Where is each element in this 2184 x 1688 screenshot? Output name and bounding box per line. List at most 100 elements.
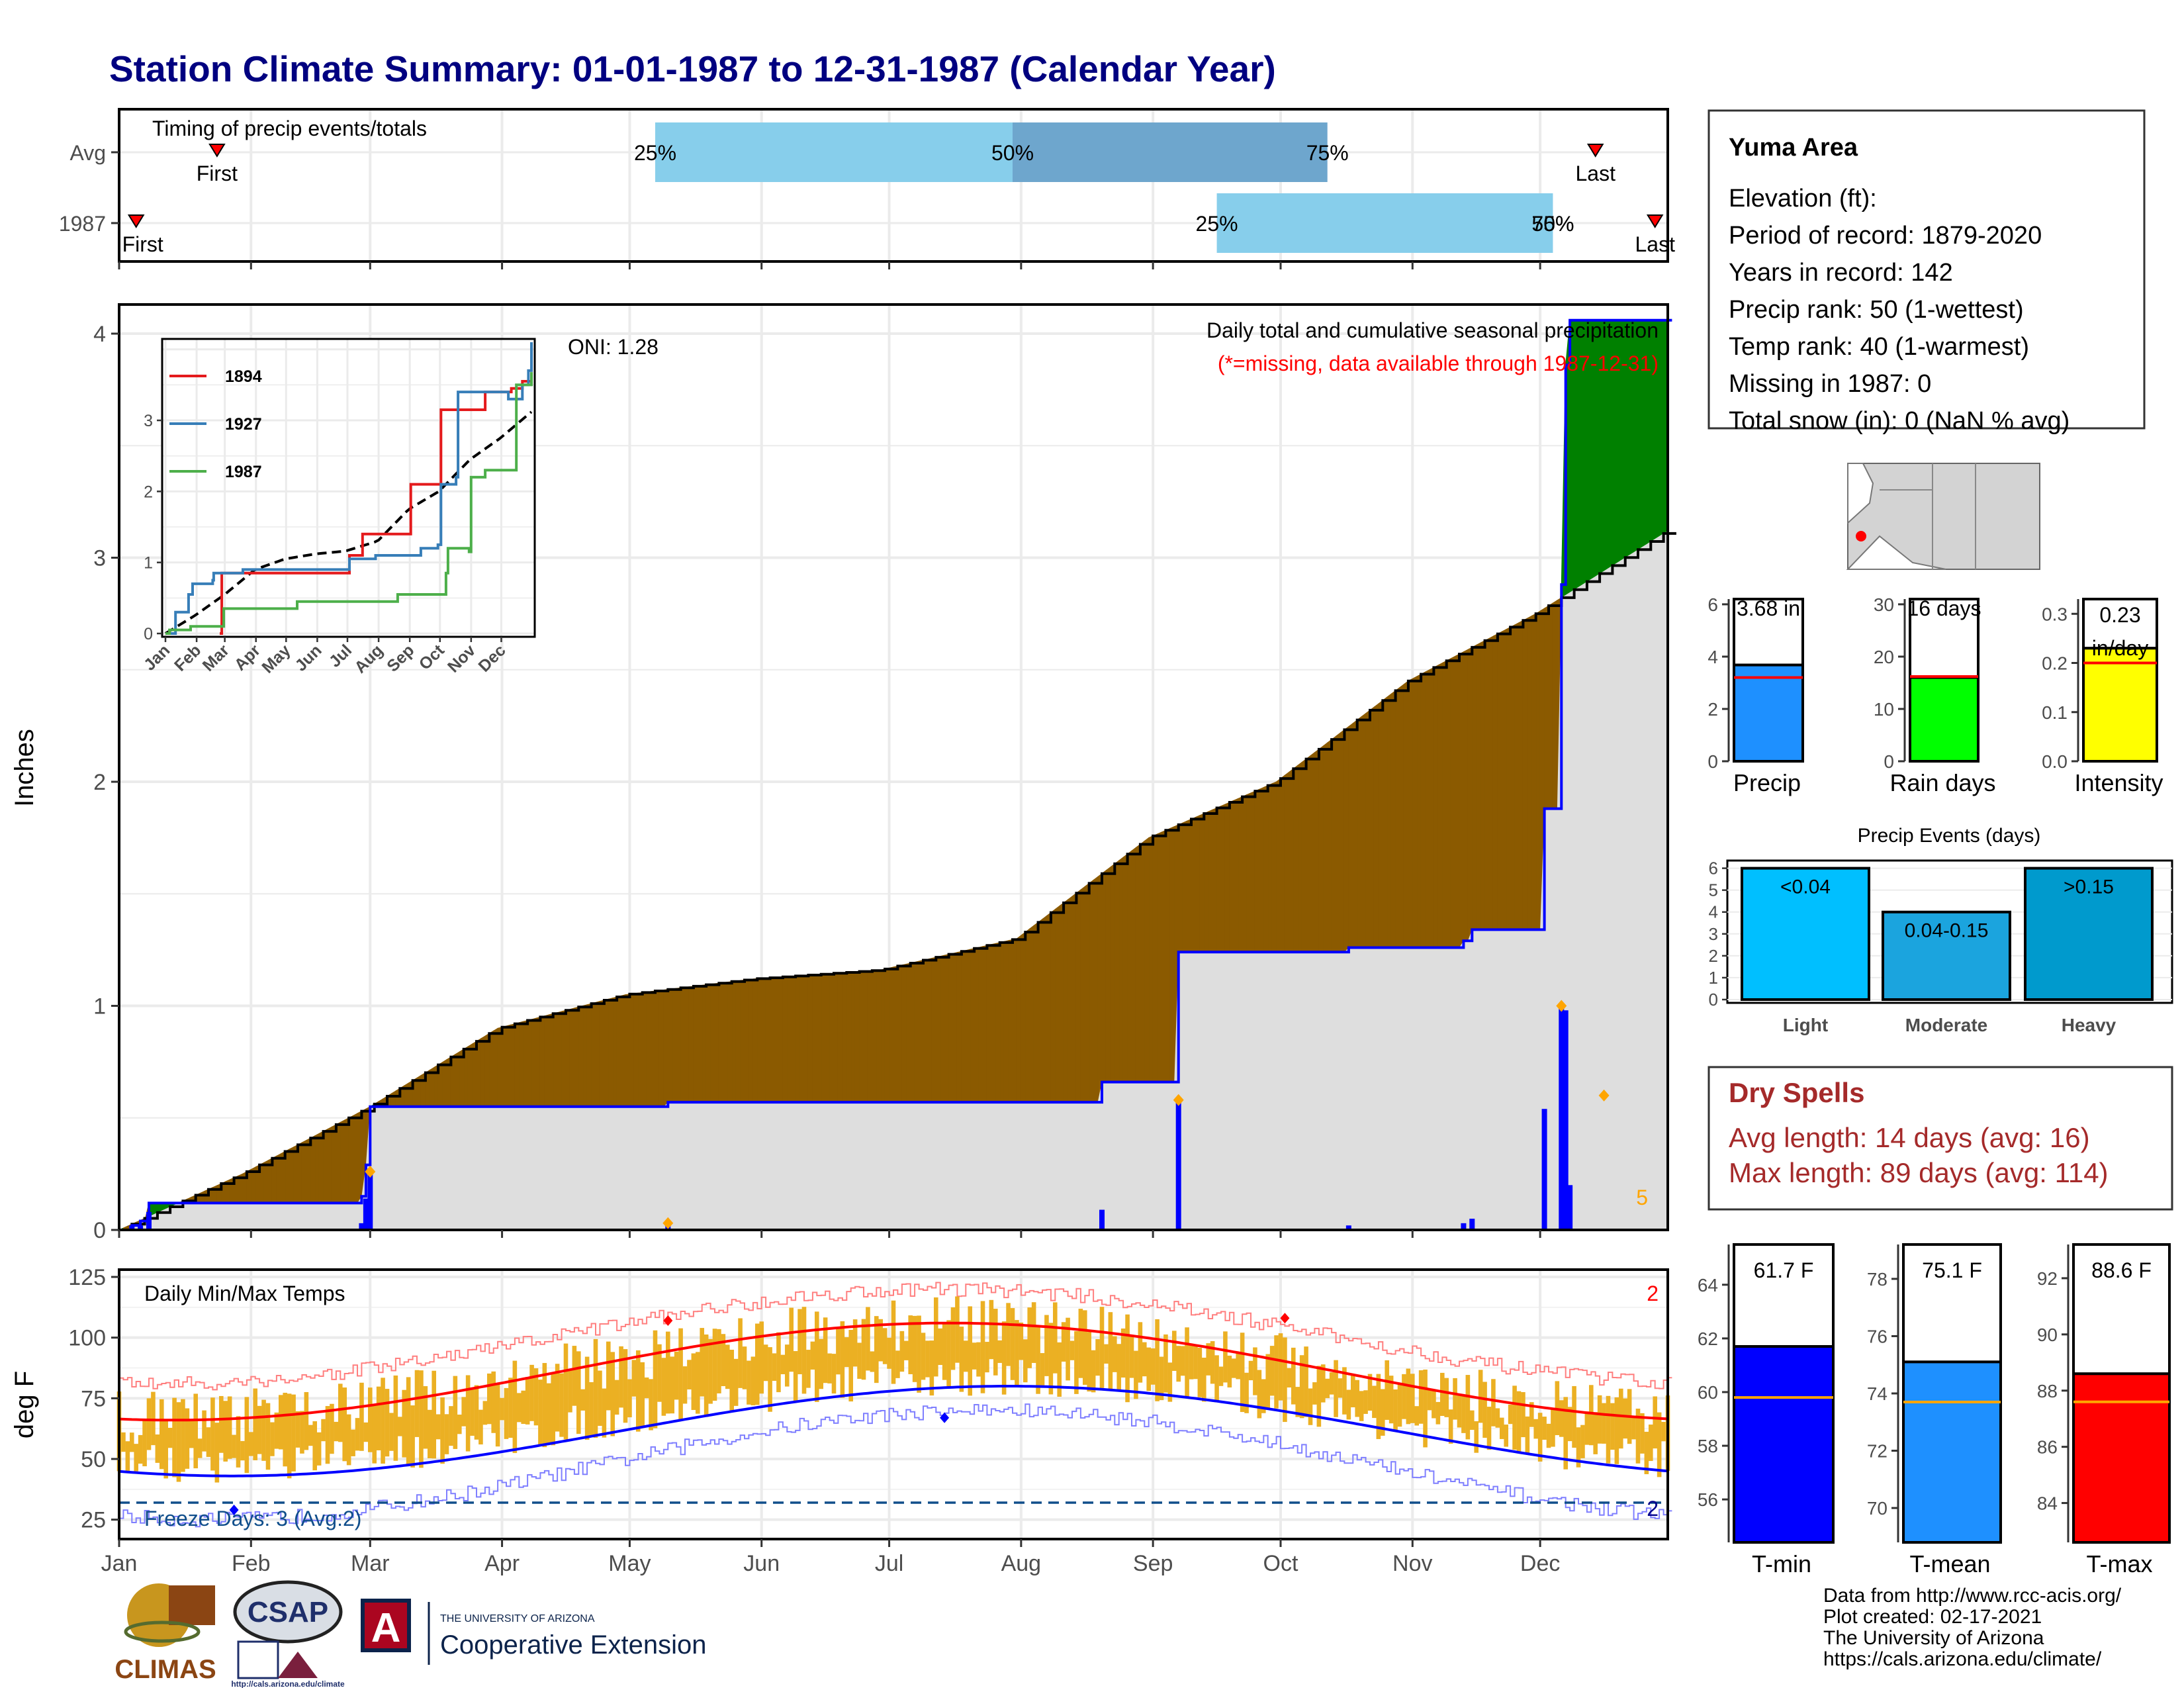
daily-temp-bar [989, 1299, 994, 1360]
below-avg-fill [1131, 847, 1136, 1083]
inset-avg-line [164, 410, 533, 635]
below-avg-fill [1080, 886, 1085, 1103]
daily-temp-bar [938, 1328, 943, 1365]
climas-logo: CLIMAS [114, 1583, 216, 1684]
summary-bar-label: Precip [1733, 769, 1801, 796]
precip-events-tick-label: 4 [1709, 902, 1718, 922]
below-avg-fill [872, 970, 877, 1103]
daily-temp-bar [780, 1354, 786, 1374]
below-avg-fill [1182, 820, 1188, 953]
below-avg-fill [1306, 755, 1311, 953]
record-marker [365, 1166, 376, 1178]
daily-temp-bar [529, 1364, 534, 1421]
below-avg-fill [672, 988, 677, 1103]
ua-letter: A [371, 1605, 401, 1651]
daily-precip-bar [363, 1198, 369, 1230]
below-avg-fill [480, 1035, 486, 1107]
summary-tick-label: 4 [1707, 647, 1718, 667]
footer-line: Plot created: 02-17-2021 [1823, 1606, 2042, 1628]
daily-temp-bar [427, 1409, 432, 1458]
daily-temp-bar [1146, 1347, 1152, 1391]
below-avg-fill [1455, 653, 1460, 948]
below-avg-fill [340, 1119, 345, 1203]
inset-series-1927 [165, 342, 533, 635]
below-avg-fill [999, 941, 1005, 1103]
below-avg-fill [897, 964, 903, 1103]
temp-summary-tick-label: 78 [1867, 1269, 1888, 1289]
daily-temp-bar [717, 1329, 721, 1393]
daily-temp-bar [1537, 1413, 1543, 1462]
daily-temp-bar [278, 1395, 283, 1450]
daily-temp-bar [1410, 1374, 1415, 1423]
below-avg-fill [353, 1113, 358, 1203]
daily-precip-bar [1099, 1209, 1105, 1230]
temp-summary-bar-T-max [2072, 1372, 2171, 1544]
below-avg-fill [1216, 805, 1222, 953]
below-avg-fill [561, 1009, 567, 1107]
daily-temp-bar [1567, 1407, 1572, 1442]
below-avg-fill [604, 998, 609, 1107]
avg-cumulative-line [119, 532, 1676, 1231]
daily-temp-bar [725, 1344, 730, 1389]
below-avg-fill [331, 1124, 337, 1203]
map-water [1847, 463, 1874, 525]
daily-temp-bar [1355, 1380, 1360, 1417]
daily-temp-bar [921, 1333, 926, 1380]
daily-temp-bar [555, 1364, 560, 1432]
below-avg-fill [1450, 655, 1456, 948]
daily-temp-bar [181, 1399, 185, 1472]
summary-bar-Precip [1733, 663, 1804, 763]
daily-temp-bar [1597, 1395, 1602, 1444]
below-avg-fill [616, 995, 622, 1107]
csap-cloud [233, 1580, 343, 1644]
daily-temp-bar [1278, 1333, 1283, 1401]
daily-temp-bar [644, 1377, 649, 1399]
below-avg-fill [680, 986, 686, 1103]
daily-temp-bar [1580, 1425, 1585, 1458]
daily-temp-bar [848, 1329, 854, 1402]
below-avg-fill [786, 976, 792, 1103]
daily-temp-bar [738, 1318, 743, 1388]
daily-temp-bar [1406, 1368, 1411, 1425]
csap-mountain [278, 1652, 318, 1678]
below-avg-fill [472, 1041, 477, 1107]
daily-temp-bar [852, 1319, 858, 1367]
daily-temp-bar [836, 1327, 841, 1375]
below-avg-fill [799, 974, 805, 1103]
daily-temp-bar [572, 1346, 577, 1406]
daily-temp-bar [1380, 1389, 1385, 1436]
below-avg-fill [629, 993, 635, 1107]
below-avg-fill [1271, 781, 1277, 953]
below-avg-fill [578, 1005, 584, 1107]
daily-temp-bar [993, 1309, 998, 1376]
daily-temp-bar [1265, 1354, 1271, 1409]
below-avg-fill [289, 1146, 295, 1203]
daily-temp-bar [844, 1337, 849, 1368]
below-avg-fill [263, 1160, 269, 1203]
below-avg-fill [569, 1008, 575, 1107]
avg-last-marker [1586, 144, 1604, 158]
daily-temp-bar [410, 1405, 415, 1468]
daily-temp-bar [1006, 1303, 1011, 1366]
below-avg-fill [1024, 928, 1030, 1103]
daily-temp-bar [1508, 1404, 1513, 1425]
below-avg-fill [893, 965, 898, 1103]
temp-x-tick-label: Feb [232, 1551, 271, 1576]
map-mexico [1846, 535, 1946, 570]
below-avg-fill [940, 955, 945, 1103]
daily-temp-bar [308, 1425, 313, 1446]
below-avg-fill [1029, 925, 1034, 1103]
summary-value-label: in/day [2092, 636, 2148, 660]
below-avg-fill [659, 989, 664, 1107]
daily-temp-bar [1104, 1344, 1109, 1364]
below-avg-fill [812, 974, 817, 1103]
daily-temp-bar [1308, 1388, 1313, 1425]
daily-temp-bar [589, 1382, 594, 1436]
daily-temp-bar [985, 1342, 989, 1373]
temp-summary-tick-label: 88 [2037, 1381, 2058, 1401]
below-avg-fill [293, 1144, 298, 1203]
daily-temp-bar [1388, 1376, 1394, 1424]
daily-temp-bar [1036, 1327, 1040, 1394]
below-avg-fill [1441, 660, 1447, 948]
